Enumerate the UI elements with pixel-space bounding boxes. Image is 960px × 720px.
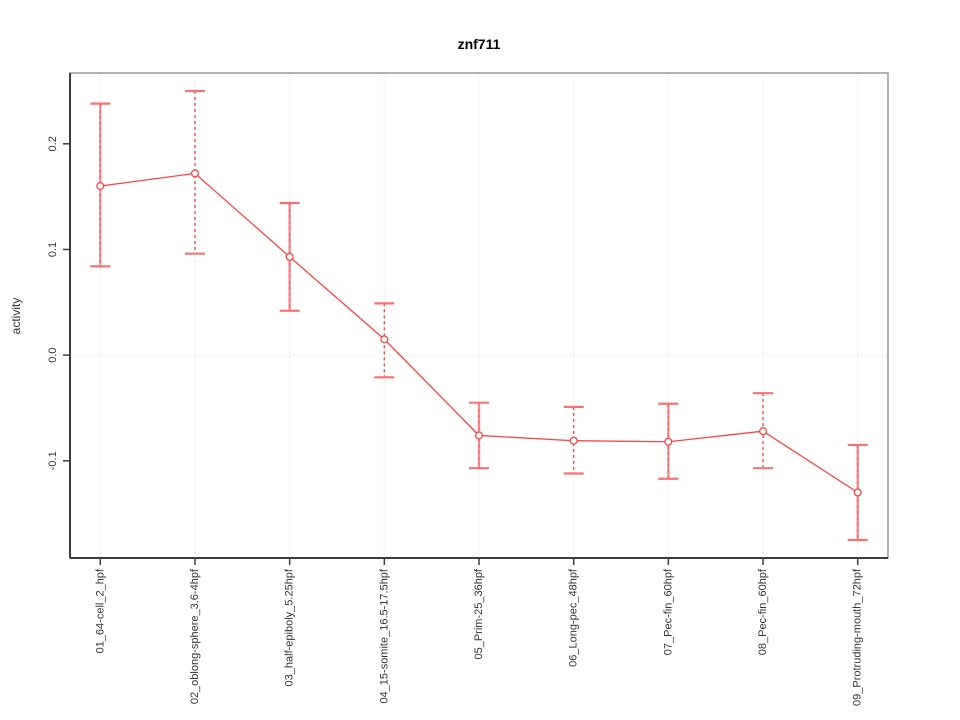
data-point [380,335,389,344]
data-point [758,427,768,436]
data-point [853,488,862,497]
x-tick-label: 05_Prim-25_36hpf [473,568,485,659]
x-tick-label: 02_oblong-sphere_3.6-4hpf [189,568,201,704]
chart-title: znf711 [458,36,501,52]
y-tick-label: 0.1 [47,242,59,257]
x-tick-label: 07_Pec-fin_60hpf [662,568,674,655]
data-point [190,169,200,178]
x-tick-label: 03_half-epiboly_5.25hpf [284,568,296,686]
y-tick-label: 0.0 [47,347,59,362]
y-tick-label: 0.2 [47,136,59,151]
y-tick-label: -0.1 [47,451,59,470]
x-tick-label: 06_Long-pec_48hpf [568,568,580,667]
x-tick-label: 08_Pec-fin_60hpf [757,568,769,655]
x-tick-label: 04_15-somite_16.5-17.5hpf [378,568,390,703]
data-point [474,431,484,440]
data-point [664,437,673,446]
data-point [569,436,578,445]
x-tick-label: 01_64-cell_2_hpf [94,568,106,653]
y-axis-title: activity [9,298,23,335]
data-point [285,252,294,261]
plot-area: -0.1 0.0 0.1 0.2 01_64-cell_2_hpf 02_oblong-s… [47,72,889,706]
x-tick-label: 09_Protruding-mouth_72hpf [852,568,864,706]
data-point [96,182,105,191]
